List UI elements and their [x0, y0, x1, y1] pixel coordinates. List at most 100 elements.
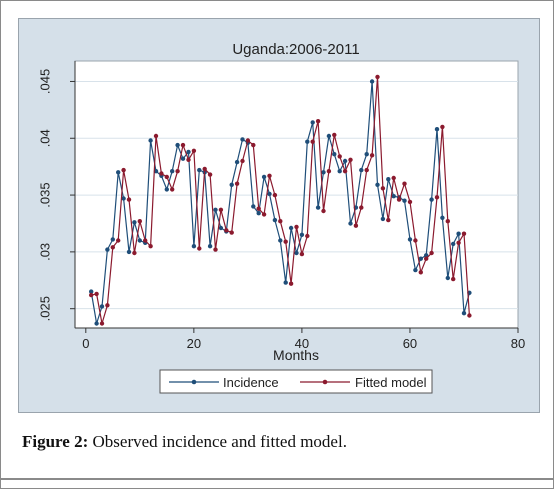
- data-point-fitted: [380, 186, 386, 191]
- data-point-fitted: [148, 244, 153, 249]
- data-point-fitted: [407, 199, 413, 205]
- data-point-incidence: [148, 138, 153, 143]
- data-point-fitted: [224, 228, 229, 233]
- data-point-incidence: [348, 221, 353, 226]
- legend-label-fitted: Fitted model: [355, 375, 427, 390]
- data-point-fitted: [110, 245, 116, 250]
- data-point-fitted: [461, 231, 467, 236]
- data-point-fitted: [251, 142, 256, 148]
- data-point-incidence: [364, 152, 369, 157]
- data-point-incidence: [272, 217, 278, 223]
- data-point-fitted: [191, 148, 197, 153]
- data-point-incidence: [105, 247, 110, 252]
- data-point-incidence: [445, 275, 450, 281]
- x-tick-label: 80: [511, 336, 525, 351]
- chart-title: Uganda:2006-2011: [232, 41, 359, 58]
- data-point-incidence: [218, 225, 224, 231]
- data-point-fitted: [213, 247, 218, 252]
- data-point-incidence: [294, 250, 299, 256]
- data-point-fitted: [288, 281, 294, 286]
- data-point-fitted: [278, 219, 283, 224]
- data-point-fitted: [321, 208, 326, 214]
- data-point-fitted: [105, 303, 110, 308]
- data-point-fitted: [364, 167, 369, 173]
- legend-label-incidence: Incidence: [223, 375, 279, 390]
- data-point-incidence: [407, 237, 413, 242]
- data-point-fitted: [294, 224, 299, 230]
- data-point-incidence: [267, 191, 272, 197]
- data-point-incidence: [283, 280, 288, 285]
- data-point-incidence: [424, 253, 429, 258]
- data-point-incidence: [391, 194, 396, 199]
- y-tick-label: .03: [38, 243, 53, 261]
- data-point-incidence: [359, 167, 364, 173]
- data-point-fitted: [342, 169, 348, 174]
- data-point-incidence: [337, 169, 342, 174]
- caption-text: Observed incidence and fitted model.: [88, 432, 347, 451]
- data-point-fitted: [369, 153, 375, 158]
- data-point-incidence: [342, 158, 348, 164]
- data-point-fitted: [332, 132, 337, 138]
- data-point-incidence: [207, 244, 213, 249]
- data-point-incidence: [175, 142, 180, 148]
- data-point-incidence: [386, 177, 391, 182]
- data-point-fitted: [353, 223, 359, 228]
- data-point-incidence: [375, 182, 380, 187]
- data-point-fitted: [348, 157, 353, 162]
- legend-box: [159, 369, 433, 394]
- data-point-incidence: [256, 211, 261, 216]
- data-point-incidence: [89, 289, 94, 294]
- data-point-incidence: [413, 267, 418, 273]
- bottom-rule: [0, 478, 554, 480]
- data-point-fitted: [261, 212, 267, 217]
- data-point-fitted: [159, 171, 164, 176]
- x-axis-title: Months: [273, 347, 319, 363]
- data-point-incidence: [402, 198, 407, 203]
- y-tick-label: .045: [38, 69, 53, 94]
- data-point-incidence: [456, 231, 461, 236]
- y-tick-label: .025: [38, 296, 53, 321]
- y-tick-label: .035: [38, 182, 53, 207]
- data-point-fitted: [116, 238, 121, 243]
- y-tick-label: .04: [38, 129, 53, 147]
- data-point-incidence: [440, 215, 445, 220]
- data-point-incidence: [380, 216, 386, 222]
- data-point-incidence: [305, 139, 310, 144]
- caption-label: Figure 2:: [22, 432, 89, 451]
- data-point-fitted: [396, 197, 402, 202]
- data-point-fitted: [375, 74, 380, 80]
- data-point-incidence: [170, 169, 175, 174]
- data-point-fitted: [143, 238, 148, 243]
- data-point-incidence: [110, 237, 116, 242]
- data-point-incidence: [99, 304, 105, 309]
- x-tick-label: 40: [295, 336, 309, 351]
- data-point-incidence: [315, 205, 321, 210]
- data-point-incidence: [326, 133, 332, 139]
- data-point-incidence: [429, 197, 434, 202]
- data-point-fitted: [440, 124, 445, 130]
- data-point-incidence: [451, 241, 456, 247]
- data-point-fitted: [218, 207, 224, 212]
- data-point-incidence: [191, 244, 197, 249]
- data-point-fitted: [94, 291, 99, 297]
- data-point-incidence: [213, 207, 218, 212]
- x-tick-label: 0: [82, 336, 89, 351]
- data-point-fitted: [202, 166, 207, 172]
- data-point-fitted: [283, 239, 288, 244]
- data-point-fitted: [229, 230, 234, 235]
- data-point-incidence: [234, 159, 240, 165]
- data-point-fitted: [186, 157, 191, 162]
- data-point-incidence: [197, 167, 202, 173]
- data-point-incidence: [229, 182, 234, 187]
- data-point-fitted: [164, 174, 169, 180]
- data-point-fitted: [272, 192, 278, 198]
- data-point-incidence: [299, 232, 305, 237]
- data-point-fitted: [386, 217, 391, 223]
- data-point-fitted: [391, 175, 396, 181]
- data-point-incidence: [137, 238, 142, 243]
- data-point-fitted: [137, 219, 142, 224]
- data-point-incidence: [461, 311, 467, 316]
- data-point-fitted: [89, 292, 94, 298]
- data-point-fitted: [207, 172, 213, 177]
